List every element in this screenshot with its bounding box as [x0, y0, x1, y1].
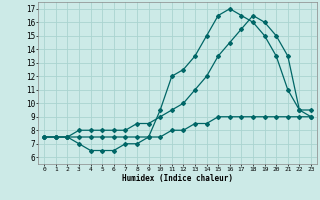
- X-axis label: Humidex (Indice chaleur): Humidex (Indice chaleur): [122, 174, 233, 183]
